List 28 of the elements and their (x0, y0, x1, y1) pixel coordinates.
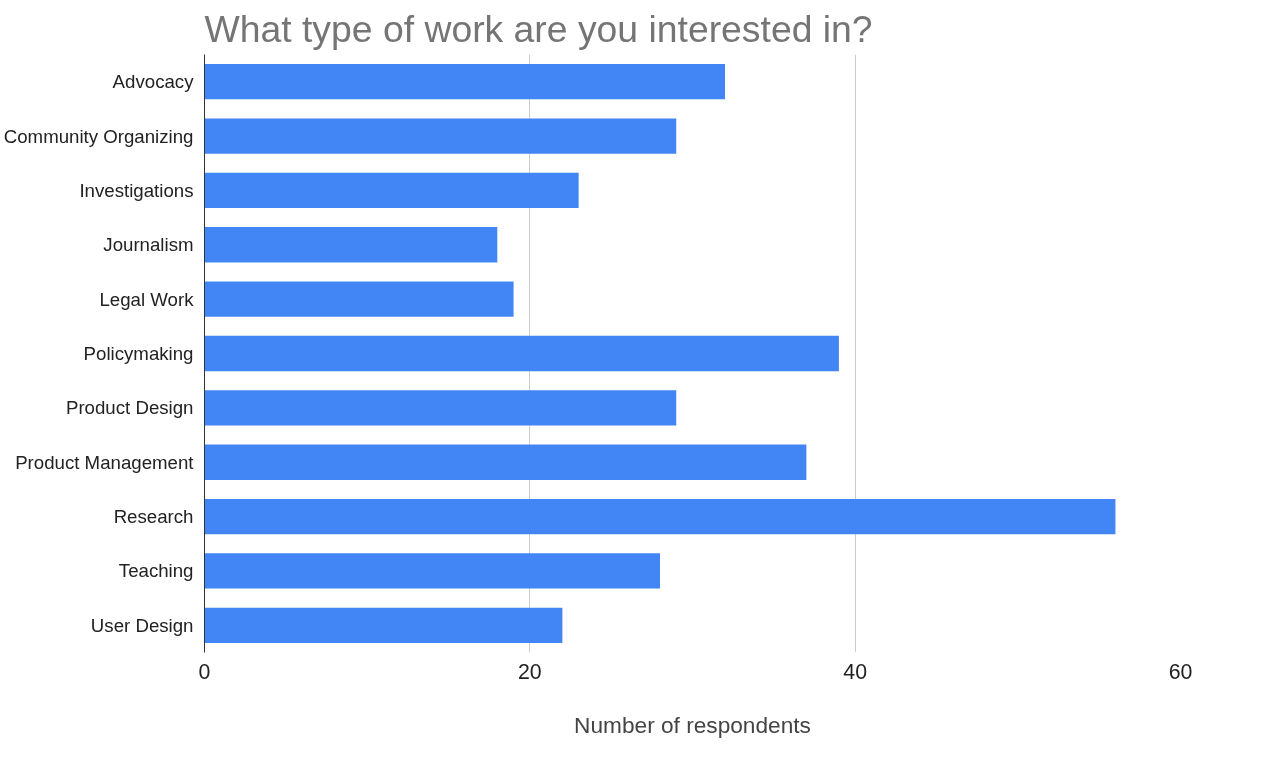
x-tick-label: 0 (198, 659, 211, 684)
bar (204, 227, 498, 263)
y-tick-label: Advocacy (112, 71, 195, 93)
bar (204, 64, 726, 100)
y-tick-label: Teaching (118, 560, 194, 582)
y-tick-label: Community Organizing (3, 125, 194, 147)
bar (204, 498, 1116, 535)
bar (204, 281, 514, 317)
bar (204, 118, 677, 154)
bar (204, 335, 839, 372)
y-tick-label: Research (113, 506, 194, 528)
y-tick-label: Investigations (79, 179, 194, 201)
x-tick-label: 20 (517, 659, 542, 684)
bar (204, 607, 563, 643)
y-tick-label: Legal Work (99, 288, 195, 310)
y-tick-label: Policymaking (83, 343, 194, 364)
y-tick-label: Product Design (65, 397, 194, 419)
bar (204, 553, 660, 589)
bar (204, 444, 807, 480)
bar (204, 172, 579, 209)
y-tick-label: Product Management (15, 451, 195, 473)
x-tick-label: 40 (843, 659, 868, 684)
chart-title: What type of work are you interested in? (204, 7, 873, 50)
x-tick-label: 60 (1168, 659, 1193, 684)
bar (204, 390, 677, 426)
y-tick-label: Journalism (103, 234, 194, 256)
x-axis-title: Number of respondents (574, 711, 811, 738)
y-tick-label: User Design (90, 614, 194, 636)
